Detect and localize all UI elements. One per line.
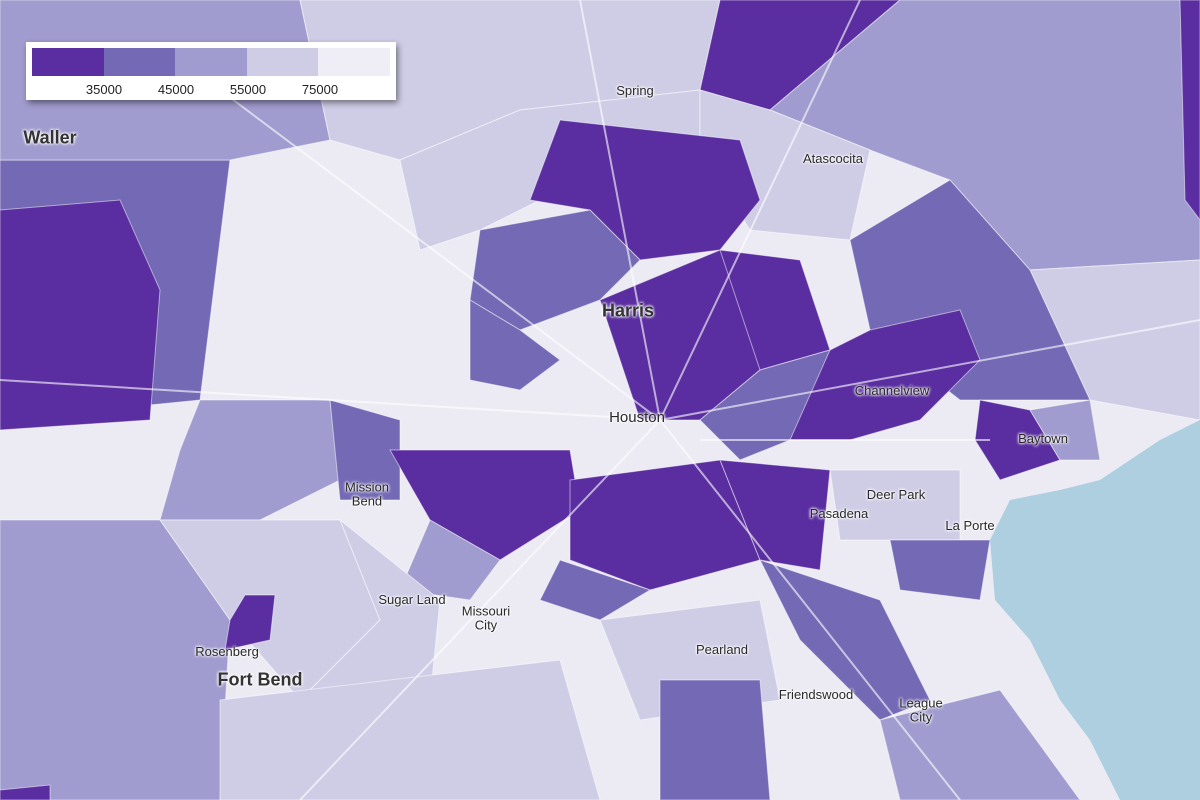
legend-tick-75000: 75000 [301, 82, 339, 97]
tract-laporte [889, 539, 991, 601]
legend-tick-35000: 35000 [85, 82, 123, 97]
city-label-mission-bend: Mission Bend [344, 479, 390, 508]
tract-rosenberg [224, 594, 276, 651]
city-label-deer-park: Deer Park [866, 487, 926, 503]
legend-swatch-4 [246, 48, 319, 76]
city-label-houston: Houston [609, 409, 665, 427]
city-label-baytown: Baytown [1018, 431, 1068, 447]
highway-i45-north [579, 0, 661, 421]
galveston-bay-water [990, 420, 1200, 800]
highway-i10-east [659, 319, 1200, 421]
county-label-harris: Harris [601, 300, 655, 321]
tract-friendswood [659, 679, 771, 800]
city-label-spring: Spring [616, 83, 654, 99]
city-label-friendswood: Friendswood [778, 687, 854, 703]
city-label-channelview: Channelview [854, 383, 930, 399]
city-label-pearland: Pearland [695, 642, 749, 658]
county-label-fort-bend: Fort Bend [217, 669, 303, 690]
tract-ne-edge [1179, 0, 1200, 221]
highway-us59-north [659, 0, 861, 421]
tract-sw-corner [0, 784, 51, 800]
highway-i45-south [659, 419, 961, 800]
legend-tick-55000: 55000 [229, 82, 267, 97]
tract-southwest [389, 449, 581, 561]
tract-south-band [219, 659, 601, 800]
highway-i10-west [0, 379, 661, 421]
city-label-rosenberg: Rosenberg [195, 644, 259, 660]
legend-swatch-2 [103, 48, 176, 76]
city-label-pasadena: Pasadena [809, 506, 869, 522]
legend-swatch-1 [32, 48, 104, 76]
city-label-la-porte: La Porte [945, 518, 995, 534]
tract-pasadena [719, 459, 831, 571]
tract-waller [0, 199, 161, 431]
highway-290 [179, 59, 661, 421]
tract-deer-park [829, 469, 961, 541]
tract-central-north [529, 119, 761, 261]
tract-mission-bend [329, 399, 401, 501]
legend-swatch-5 [318, 48, 390, 76]
city-label-sugar-land: Sugar Land [378, 592, 446, 608]
county-label-waller: Waller [23, 127, 77, 148]
tract-baytown-east [1029, 399, 1101, 461]
highway-us59-south [299, 419, 661, 800]
tract-league-city [879, 689, 1081, 800]
legend-tick-45000: 45000 [157, 82, 195, 97]
legend-swatch-3 [175, 48, 247, 76]
legend-color-scale [32, 48, 390, 76]
legend: 35000 45000 55000 75000 [26, 42, 396, 100]
city-label-league-city: League City [899, 695, 943, 724]
tract-southwest2 [399, 519, 501, 601]
city-label-atascocita: Atascocita [803, 151, 863, 167]
tract-northwest-inner [469, 299, 561, 391]
city-label-missouri-city: Missouri City [461, 603, 511, 632]
tract-baytown [974, 399, 1061, 481]
